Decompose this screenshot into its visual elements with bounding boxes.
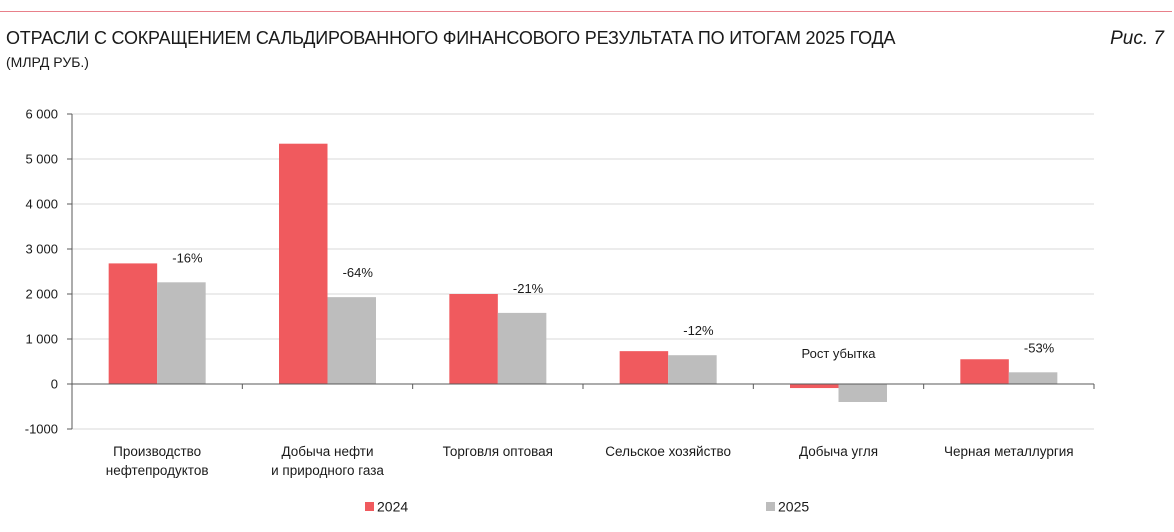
change-annotation: Рост убытка — [802, 346, 877, 361]
bar-2024 — [449, 294, 498, 384]
bar-2024 — [790, 384, 839, 389]
category-label-line: и природного газа — [271, 463, 384, 478]
legend-label-2024: 2024 — [377, 499, 408, 515]
bar-2025 — [838, 384, 887, 402]
category-label: Черная металлургия — [944, 444, 1074, 459]
bar-2024 — [960, 359, 1009, 384]
annotations: -16% -64% -21% -12% Рост убытка -53% — [172, 250, 1054, 361]
category-label-line: Торговля оптовая — [443, 444, 553, 459]
grid-layer — [72, 113, 1094, 430]
chart-title: ОТРАСЛИ С СОКРАЩЕНИЕМ САЛЬДИРОВАННОГО ФИ… — [6, 28, 896, 48]
change-annotation: -21% — [513, 281, 544, 296]
change-annotation: -16% — [172, 250, 203, 265]
figure-label: Рис. 7 — [1110, 28, 1164, 49]
x-axis — [67, 113, 1095, 430]
category-label-line: Черная металлургия — [944, 444, 1074, 459]
y-tick-label: -1000 — [25, 422, 58, 437]
legend-swatch-2025 — [766, 502, 775, 511]
bar-2025 — [497, 312, 547, 384]
bar-2025 — [1008, 372, 1058, 384]
category-label: Производство нефтепродуктов — [106, 444, 209, 478]
y-tick-label: 6 000 — [25, 107, 58, 122]
category-label: Сельское хозяйство — [605, 444, 731, 459]
chart-subtitle: (МЛРД РУБ.) — [6, 54, 89, 70]
y-tick-label: 0 — [51, 377, 58, 392]
y-tick-label: 2 000 — [25, 287, 58, 302]
category-label-line: нефтепродуктов — [106, 463, 209, 478]
category-label-line: Сельское хозяйство — [605, 444, 731, 459]
y-axis-ticks: 6 000 5 000 4 000 3 000 2 000 1 000 0 -1000 — [25, 107, 58, 437]
legend-label-2025: 2025 — [778, 499, 809, 515]
category-label-line: Добыча нефти — [281, 444, 373, 459]
category-label-line: Производство — [113, 444, 201, 459]
y-tick-label: 4 000 — [25, 197, 58, 212]
category-label: Торговля оптовая — [443, 444, 553, 459]
top-rule — [0, 11, 1172, 12]
bars — [108, 143, 1058, 402]
y-tick-label: 3 000 — [25, 242, 58, 257]
bar-2024 — [279, 143, 328, 384]
category-label: Добыча нефти и природного газа — [271, 444, 384, 478]
y-tick-label: 1 000 — [25, 332, 58, 347]
category-label: Добыча угля — [799, 444, 878, 459]
legend: 2024 2025 — [365, 499, 809, 515]
bar-2024 — [108, 263, 158, 384]
change-annotation: -12% — [683, 323, 714, 338]
category-labels: Производство нефтепродуктов Добыча нефти и … — [106, 444, 1074, 478]
y-tick-label: 5 000 — [25, 152, 58, 167]
bar-2025 — [157, 282, 206, 384]
category-label-line: Добыча угля — [799, 444, 878, 459]
change-annotation: -64% — [343, 265, 374, 280]
bar-2025 — [668, 355, 717, 384]
bar-2025 — [327, 297, 376, 384]
bar-2024 — [619, 351, 669, 384]
change-annotation: -53% — [1024, 340, 1055, 355]
legend-swatch-2024 — [365, 502, 374, 511]
